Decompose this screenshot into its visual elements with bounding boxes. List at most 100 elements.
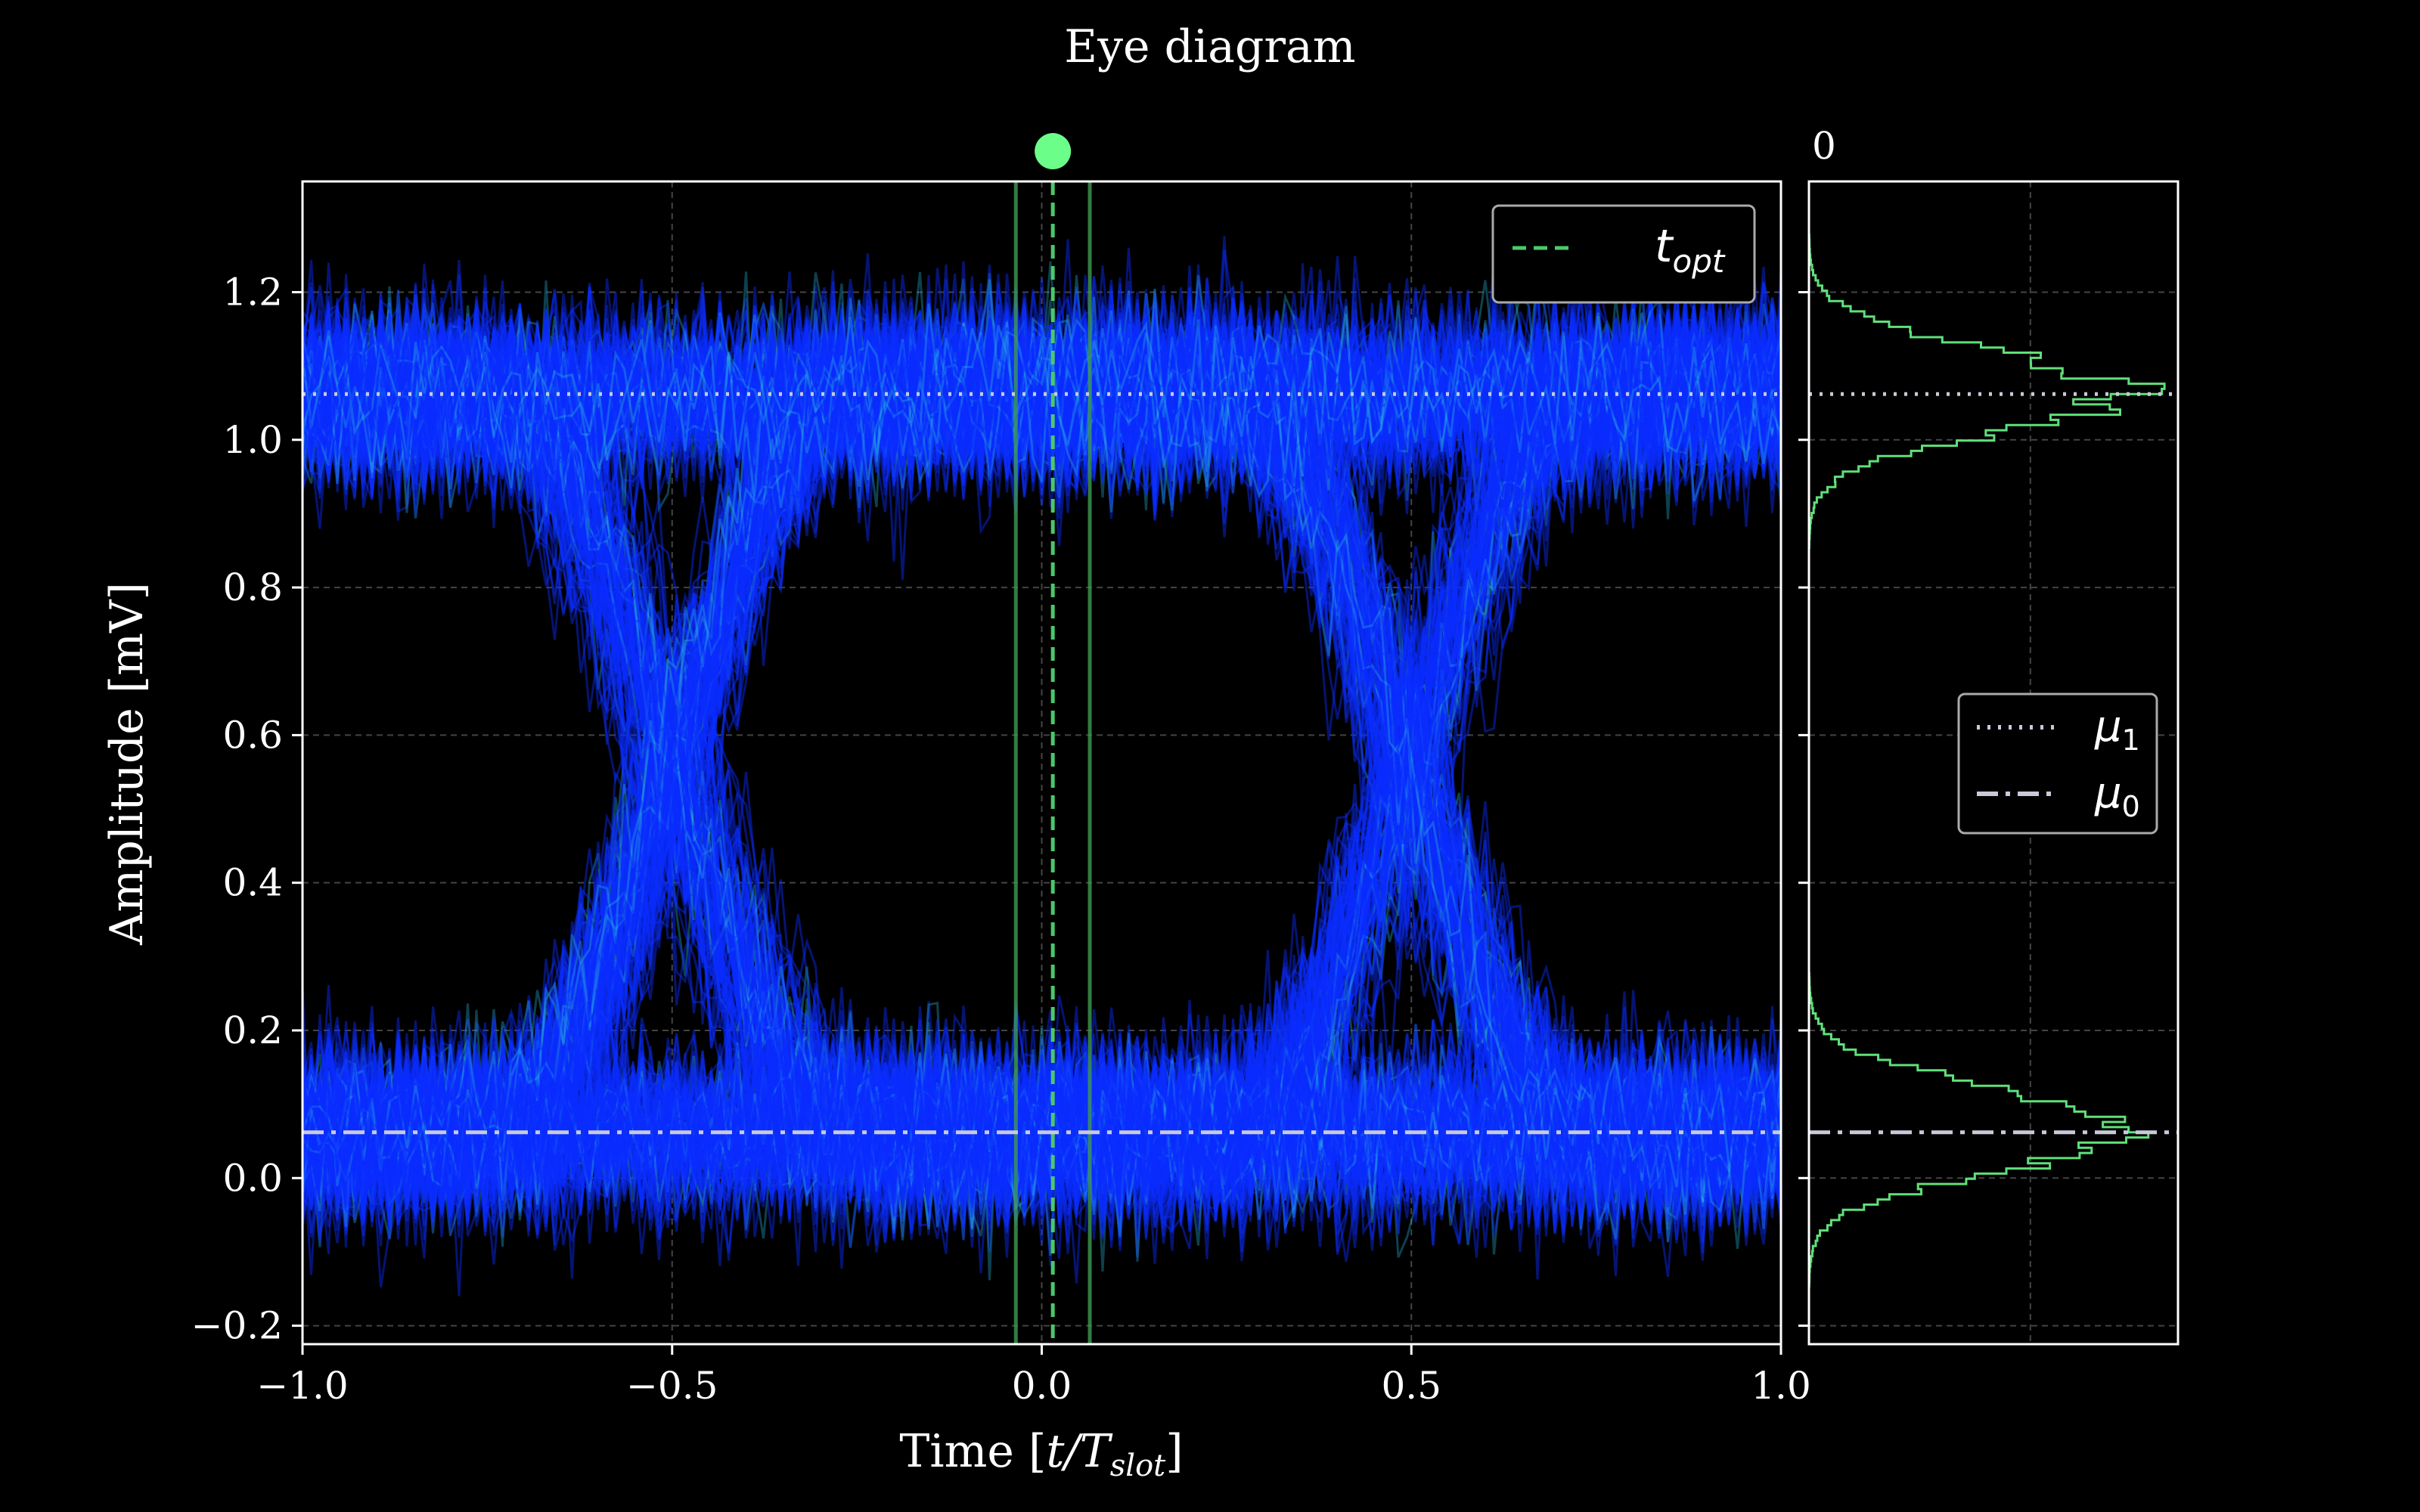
eye-trace-162: [302, 271, 1781, 491]
eye-trace-306: [302, 303, 1781, 1229]
eye-trace-191: [302, 305, 1781, 1188]
eye-trace-16: [302, 239, 1781, 1227]
eye-trace-54: [302, 299, 1781, 1223]
eye-trace-253: [302, 336, 1781, 1214]
y-tick-label-1: 0.0: [222, 1156, 283, 1200]
eye-trace-60: [302, 313, 1781, 1221]
eye-trace-396: [302, 288, 1781, 1188]
eye-trace-362: [302, 294, 1781, 1207]
legend-main-sub: opt: [1673, 243, 1726, 280]
eye-trace-374: [302, 311, 1781, 1264]
eye-trace-119: [302, 277, 1781, 1231]
eye-trace-59: [302, 279, 1781, 1210]
eye-trace-101: [302, 261, 1781, 1199]
eye-trace-76: [302, 332, 1781, 1225]
eye-trace-303: [302, 307, 1781, 506]
eye-trace-376: [302, 289, 1781, 1207]
eye-trace-412: [302, 1030, 1781, 1236]
eye-trace-267: [302, 313, 1781, 1253]
eye-trace-34: [302, 293, 1781, 1192]
y-axis-label: Amplitude [mV]: [101, 582, 154, 946]
eye-trace-227: [302, 296, 1781, 1207]
eye-trace-413: [302, 314, 1781, 1250]
eye-trace-138: [302, 339, 1781, 1219]
eye-trace-404: [302, 297, 1781, 1239]
eye-trace-192: [302, 321, 1781, 1238]
eye-trace-241: [302, 1033, 1781, 1253]
eye-trace-30: [302, 324, 1781, 1207]
eye-trace-27: [302, 298, 1781, 1185]
eye-trace-401: [302, 302, 1781, 486]
eye-trace-419: [302, 311, 1781, 1225]
eye-trace-364: [302, 282, 1781, 1194]
eye-trace-77: [302, 1017, 1781, 1258]
eye-trace-329: [302, 296, 1781, 1222]
eye-trace-233: [302, 306, 1781, 1223]
eye-trace-90: [302, 339, 1781, 1234]
eye-trace-271: [302, 330, 1781, 1220]
eye-trace-164: [302, 289, 1781, 1230]
eye-trace-331: [302, 306, 1781, 1266]
eye-trace-99: [302, 1055, 1781, 1256]
eye-trace-264: [302, 995, 1781, 1259]
legend-mu1-var: μ: [2094, 702, 2122, 751]
eye-trace-36: [302, 1038, 1781, 1258]
legend-main: topt: [1491, 204, 1756, 304]
eye-trace-283: [302, 310, 1781, 1225]
eye-trace-358: [302, 302, 1781, 1218]
eye-trace-154: [302, 277, 1781, 1222]
eye-trace-272: [302, 324, 1781, 1213]
eye-trace-25: [302, 322, 1781, 1238]
eye-trace-72: [302, 308, 1781, 1214]
histogram-axes-frame: [1807, 180, 2180, 1346]
eye-trace-97: [302, 274, 1781, 1193]
eye-trace-177: [302, 304, 1781, 1219]
eye-trace-129: [302, 296, 1781, 1241]
eye-trace-309: [302, 302, 1781, 1219]
eye-trace-282: [302, 265, 1781, 1190]
eye-trace-298: [302, 284, 1781, 513]
eye-trace-189: [302, 1001, 1781, 1240]
eye-trace-33: [302, 315, 1781, 1225]
eye-trace-78: [302, 327, 1781, 1243]
eye-trace-87: [302, 313, 1781, 1207]
eye-trace-150: [302, 293, 1781, 1244]
eye-trace-285: [302, 311, 1781, 1227]
eye-trace-139: [302, 293, 1781, 1240]
eye-trace-163: [302, 309, 1781, 1188]
eye-trace-279: [302, 274, 1781, 1186]
eye-trace-353: [302, 311, 1781, 1232]
eye-trace-196: [302, 327, 1781, 1235]
eye-trace-52: [302, 1026, 1781, 1258]
x-tick-label-3: 0.5: [1381, 1364, 1441, 1408]
eye-trace-255: [302, 274, 1781, 476]
eye-trace-371: [302, 296, 1781, 1194]
eye-trace-128: [302, 305, 1781, 1198]
eye-trace-363: [302, 279, 1781, 1235]
eye-trace-24: [302, 287, 1781, 1227]
eye-trace-28: [302, 280, 1781, 1232]
eye-trace-195: [302, 297, 1781, 1244]
eye-trace-225: [302, 271, 1781, 1213]
eye-trace-204: [302, 313, 1781, 1231]
eye-trace-291: [302, 999, 1781, 1244]
eye-trace-370: [302, 311, 1781, 1227]
eye-trace-236: [302, 287, 1781, 581]
eye-trace-411: [302, 1021, 1781, 1288]
eye-trace-93: [302, 313, 1781, 1218]
histogram-mode-0: [1809, 971, 2150, 1287]
eye-trace-281: [302, 299, 1781, 1219]
eye-trace-130: [302, 290, 1781, 1191]
eye-trace-91: [302, 310, 1781, 1207]
eye-trace-409: [302, 312, 1781, 1232]
eye-trace-81: [302, 272, 1781, 1247]
eye-trace-294: [302, 324, 1781, 1263]
eye-trace-373: [302, 290, 1781, 501]
eye-trace-13: [302, 305, 1781, 1191]
eye-trace-56: [302, 317, 1781, 1210]
legend-mu0-label: μ0: [2094, 769, 2140, 823]
eye-trace-79: [302, 262, 1781, 1208]
eye-trace-147: [302, 312, 1781, 1244]
eye-trace-80: [302, 292, 1781, 1251]
eye-trace-61: [302, 274, 1781, 1256]
